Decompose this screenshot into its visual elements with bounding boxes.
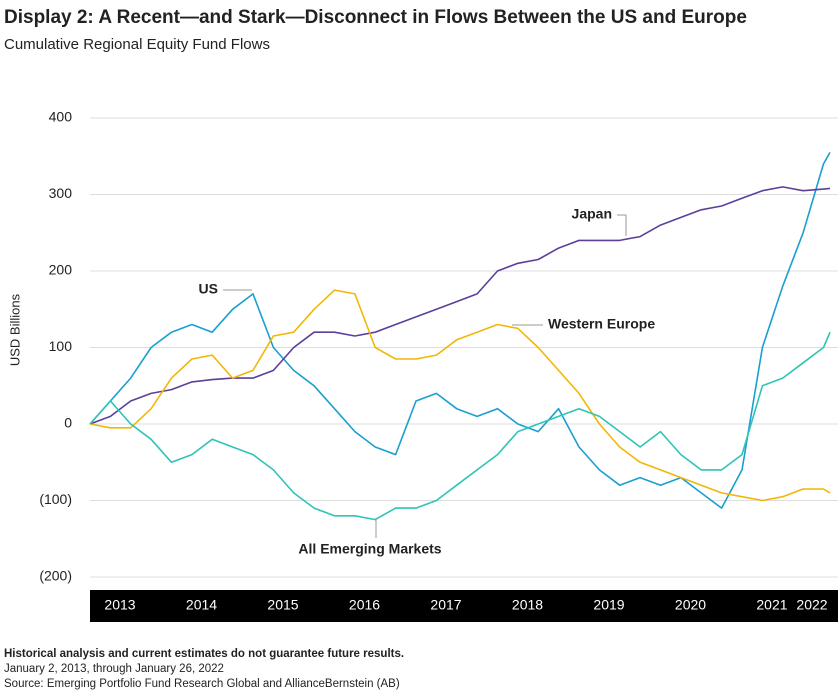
y-tick-label: 0 [64,415,72,431]
series-label: Western Europe [548,316,655,332]
leader-line [617,214,627,236]
chart-title: Display 2: A Recent—and Stark—Disconnect… [4,7,747,28]
series-label: Japan [572,206,612,222]
series-line [89,152,831,509]
y-tick-label: 200 [49,262,73,278]
series-line [89,186,831,425]
x-tick-label: 2016 [349,597,380,613]
series-label: US [199,281,218,297]
chart-subtitle: Cumulative Regional Equity Fund Flows [4,36,270,53]
x-axis-band [90,590,838,622]
x-tick-label: 2021 [756,597,787,613]
y-tick-label: (100) [39,491,72,507]
y-axis-label: USD Billions [7,293,22,366]
x-tick-label: 2018 [512,597,543,613]
series-label: All Emerging Markets [298,541,441,557]
series-line [89,331,831,521]
note: Source: Emerging Portfolio Fund Research… [4,678,400,690]
x-tick-label: 2013 [104,597,135,613]
note: Historical analysis and current estimate… [4,648,404,660]
x-tick-label: 2014 [186,597,217,613]
y-tick-label: (200) [39,568,72,584]
x-tick-label: 2020 [675,597,706,613]
x-tick-label: 2015 [267,597,298,613]
y-tick-label: 300 [49,185,73,201]
series-line [89,289,831,502]
x-tick-label: 2022 [796,597,827,613]
note: January 2, 2013, through January 26, 202… [4,663,224,675]
y-tick-label: 400 [49,109,73,125]
x-tick-label: 2017 [430,597,461,613]
x-tick-label: 2019 [593,597,624,613]
y-tick-label: 100 [49,338,73,354]
